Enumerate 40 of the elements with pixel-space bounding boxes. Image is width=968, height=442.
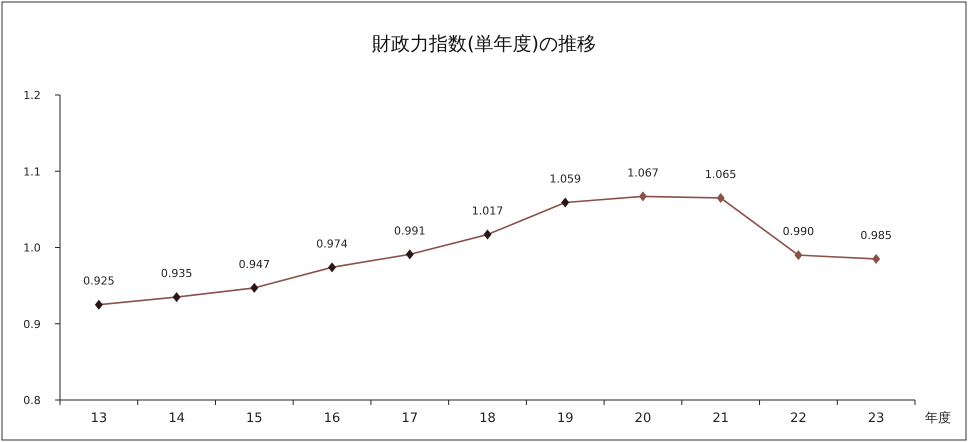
y-tick-label: 1.2	[23, 89, 41, 102]
x-tick-label: 20	[634, 411, 652, 426]
point	[716, 192, 725, 203]
x-tick-label: 15	[246, 411, 263, 426]
x-tick-label: 22	[790, 411, 807, 426]
point	[638, 191, 647, 202]
point	[94, 300, 103, 310]
text: 1.065	[704, 168, 736, 181]
point	[250, 282, 258, 293]
text: 0.947	[238, 258, 270, 271]
text: 0.990	[782, 225, 814, 238]
y-tick-label: 0.8	[23, 394, 41, 407]
x-tick-label: 13	[90, 411, 108, 426]
y-tick-label: 1.0	[23, 242, 41, 254]
point	[172, 292, 181, 302]
x-tick-label: 19	[556, 411, 574, 426]
point	[328, 262, 336, 272]
text: 1.059	[549, 172, 581, 186]
x-tick-label: 21	[712, 411, 729, 426]
point	[794, 250, 802, 260]
point	[872, 254, 880, 264]
text: 0.985	[860, 228, 892, 242]
x-tick-label: 17	[402, 411, 418, 426]
text: 1.067	[627, 166, 659, 180]
text: 0.925	[83, 274, 115, 288]
text: 0.991	[394, 224, 426, 238]
y-tick-label: 1.1	[23, 165, 41, 178]
text: 1.017	[472, 204, 504, 218]
x-tick-label: 18	[479, 411, 496, 426]
chart-title: 財政力指数(単年度)の推移	[372, 33, 596, 55]
text: 0.974	[316, 237, 348, 250]
point	[484, 230, 492, 240]
point	[561, 198, 570, 208]
x-tick-label: 23	[868, 411, 884, 426]
x-axis-title: 年度	[925, 410, 951, 426]
x-tick-label: 14	[168, 411, 185, 426]
point	[406, 249, 414, 260]
text: 0.935	[160, 267, 192, 280]
x-tick-label: 16	[324, 411, 340, 426]
y-tick-label: 0.9	[23, 318, 41, 331]
